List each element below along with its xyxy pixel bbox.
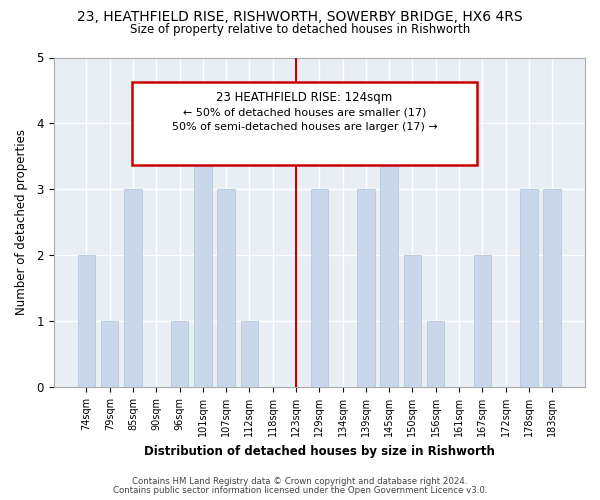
Text: Contains HM Land Registry data © Crown copyright and database right 2024.: Contains HM Land Registry data © Crown c…: [132, 477, 468, 486]
Bar: [124, 190, 142, 387]
Text: Contains public sector information licensed under the Open Government Licence v3: Contains public sector information licen…: [113, 486, 487, 495]
X-axis label: Distribution of detached houses by size in Rishworth: Distribution of detached houses by size …: [144, 444, 495, 458]
Bar: [357, 190, 374, 387]
Bar: [101, 321, 118, 387]
Bar: [311, 190, 328, 387]
Bar: [520, 190, 538, 387]
Text: Size of property relative to detached houses in Rishworth: Size of property relative to detached ho…: [130, 22, 470, 36]
Text: 23 HEATHFIELD RISE: 124sqm: 23 HEATHFIELD RISE: 124sqm: [217, 92, 392, 104]
Bar: [241, 321, 258, 387]
Y-axis label: Number of detached properties: Number of detached properties: [15, 130, 28, 316]
Bar: [427, 321, 445, 387]
Bar: [78, 255, 95, 387]
Bar: [380, 124, 398, 387]
Bar: [473, 255, 491, 387]
Bar: [404, 255, 421, 387]
Bar: [194, 124, 212, 387]
Bar: [171, 321, 188, 387]
Bar: [544, 190, 561, 387]
Text: 50% of semi-detached houses are larger (17) →: 50% of semi-detached houses are larger (…: [172, 122, 437, 132]
Text: 23, HEATHFIELD RISE, RISHWORTH, SOWERBY BRIDGE, HX6 4RS: 23, HEATHFIELD RISE, RISHWORTH, SOWERBY …: [77, 10, 523, 24]
Bar: [217, 190, 235, 387]
Text: ← 50% of detached houses are smaller (17): ← 50% of detached houses are smaller (17…: [183, 108, 426, 118]
